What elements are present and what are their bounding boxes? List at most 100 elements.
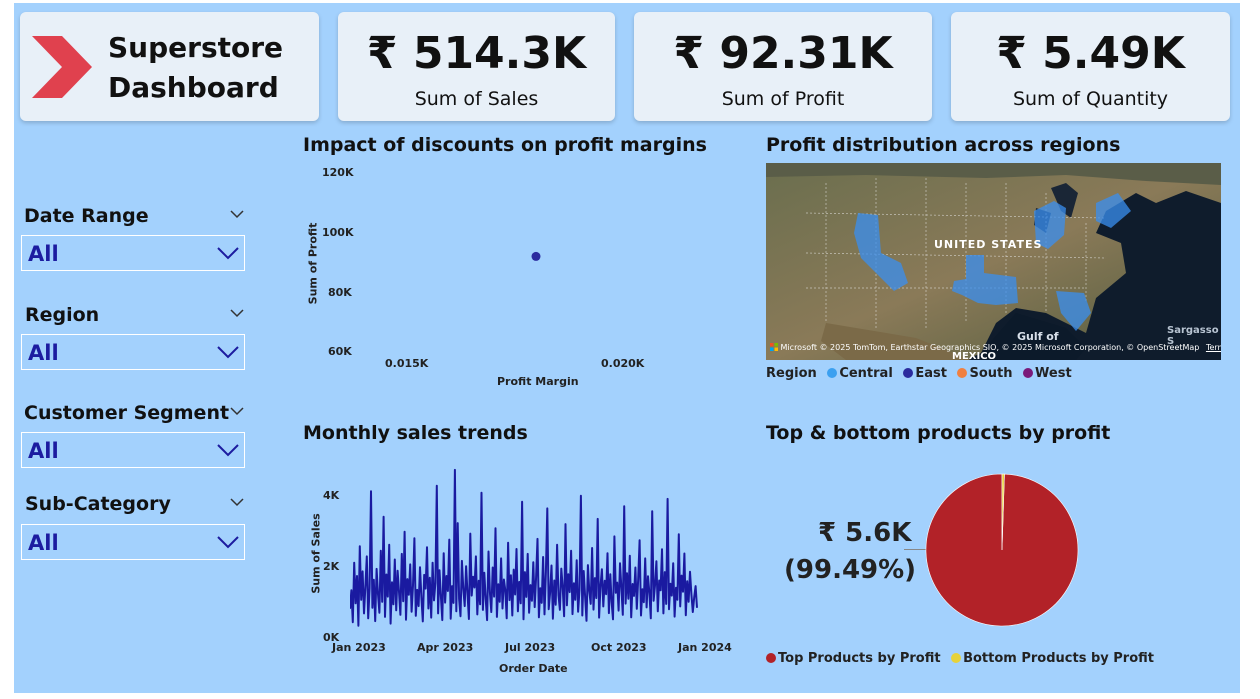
- pie-title: Top & bottom products by profit: [766, 422, 1111, 444]
- y-tick: 60K: [328, 345, 352, 358]
- y-axis-title: Sum of Sales: [309, 513, 323, 594]
- date-range-dropdown[interactable]: All: [21, 235, 245, 271]
- microsoft-logo-icon: [770, 343, 778, 351]
- x-tick: Jul 2023: [505, 641, 556, 654]
- dashboard-title: Superstore Dashboard: [108, 28, 283, 108]
- filter-label-sub-category: Sub-Category: [25, 493, 171, 515]
- kpi-card-quantity[interactable]: ₹ 5.49K Sum of Quantity: [951, 12, 1230, 121]
- kpi-value-profit: ₹ 92.31K: [673, 28, 893, 79]
- customer-segment-value: All: [28, 439, 59, 463]
- filter-label-region: Region: [25, 304, 100, 326]
- kpi-card-profit[interactable]: ₹ 92.31K Sum of Profit: [634, 12, 932, 121]
- region-central: [952, 255, 1018, 305]
- kpi-label-quantity: Sum of Quantity: [1012, 88, 1169, 110]
- region-east: [1034, 193, 1131, 249]
- customer-segment-dropdown[interactable]: All: [21, 432, 245, 468]
- pie-chart[interactable]: ₹ 5.6K (99.49%) Top Products by Profit B…: [766, 453, 1226, 678]
- line-plot-area: [350, 468, 698, 627]
- legend-dot-south: [957, 368, 968, 378]
- chevron-down-icon: [217, 536, 239, 549]
- x-tick: Jan 2024: [678, 641, 732, 654]
- map-country-label: UNITED STATES: [934, 238, 1043, 251]
- map-attribution[interactable]: © 2025 TomTom, Earthstar Geographics SIO…: [819, 343, 1200, 352]
- legend-dot-top: [766, 653, 776, 663]
- region-dropdown[interactable]: All: [21, 334, 245, 370]
- y-tick: 80K: [328, 286, 352, 299]
- scatter-title: Impact of discounts on profit margins: [303, 134, 707, 156]
- chevron-down-icon[interactable]: [229, 494, 245, 510]
- legend-east[interactable]: East: [915, 366, 947, 381]
- x-tick: Apr 2023: [417, 641, 474, 654]
- dashboard-title-line2: Dashboard: [108, 71, 279, 104]
- scatter-point[interactable]: [531, 251, 541, 261]
- kpi-card-sales[interactable]: ₹ 514.3K Sum of Sales: [338, 12, 615, 121]
- kpi-label-sales: Sum of Sales: [414, 88, 539, 110]
- date-range-value: All: [28, 242, 59, 266]
- chevron-down-icon: [217, 444, 239, 457]
- y-tick: 100K: [322, 226, 354, 239]
- map-gulf-label: Gulf of: [1017, 330, 1059, 343]
- pie-plot-area: [925, 473, 1079, 627]
- map-terms-link[interactable]: Terms: [1205, 343, 1221, 352]
- map-mexico-label: MEXICO: [952, 351, 997, 360]
- legend-dot-bottom: [951, 653, 962, 663]
- kpi-value-quantity: ₹ 5.49K: [996, 28, 1185, 79]
- chevron-down-icon: [217, 346, 239, 359]
- filter-label-date-range: Date Range: [24, 205, 149, 227]
- y-axis-title: Sum of Profit: [306, 222, 320, 305]
- filter-label-customer-segment: Customer Segment: [24, 402, 230, 424]
- kpi-value-sales: ₹ 514.3K: [366, 28, 587, 79]
- chevron-down-icon[interactable]: [229, 206, 245, 222]
- line-title: Monthly sales trends: [303, 422, 528, 444]
- legend-top-products[interactable]: Top Products by Profit: [778, 651, 941, 666]
- x-tick: 0.020K: [601, 357, 645, 370]
- map-legend-title: Region: [766, 366, 817, 381]
- legend-dot-central: [827, 368, 838, 378]
- x-tick: 0.015K: [385, 357, 429, 370]
- map-brand-label: Microsoft: [780, 343, 817, 352]
- pie-legend: Top Products by Profit Bottom Products b…: [766, 651, 1154, 666]
- x-axis-title: Order Date: [499, 662, 568, 675]
- sub-category-value: All: [28, 531, 59, 555]
- report-canvas: Superstore Dashboard ₹ 514.3K Sum of Sal…: [14, 3, 1240, 693]
- chevron-down-icon[interactable]: [229, 403, 245, 419]
- pie-data-label-value: ₹ 5.6K: [818, 518, 912, 548]
- line-chart[interactable]: 4K 2K 0K Jan 2023 Apr 2023 Jul 2023 Oct …: [294, 453, 734, 678]
- scatter-plot-area: [531, 251, 541, 261]
- chevron-right-logo-icon: [32, 36, 92, 98]
- legend-bottom-products[interactable]: Bottom Products by Profit: [963, 651, 1154, 666]
- kpi-label-profit: Sum of Profit: [721, 88, 845, 110]
- legend-dot-east: [903, 368, 914, 378]
- y-tick: 0K: [323, 631, 340, 644]
- legend-west[interactable]: West: [1035, 366, 1072, 381]
- chevron-down-icon: [217, 247, 239, 260]
- y-tick: 4K: [323, 489, 340, 502]
- region-west: [854, 213, 908, 291]
- gulf-of-mexico: [981, 313, 1086, 360]
- state-borders: [805, 178, 1107, 328]
- y-tick: 2K: [323, 560, 340, 573]
- map-attribution-bar: Microsoft © 2025 TomTom, Earthstar Geogr…: [770, 343, 1221, 352]
- legend-central[interactable]: Central: [839, 366, 893, 381]
- region-south: [1056, 291, 1091, 331]
- x-axis-title: Profit Margin: [497, 375, 579, 388]
- pie-slice-bottom-products[interactable]: [1001, 473, 1005, 551]
- scatter-chart[interactable]: 120K 100K 80K 60K 0.015K 0.020K Sum of P…: [294, 163, 724, 393]
- map-visual[interactable]: UNITED STATES Gulf of MEXICO Sargasso S …: [766, 163, 1221, 360]
- north-america-land: [766, 163, 1221, 360]
- pie-leader-line: [904, 549, 926, 550]
- sales-series-line[interactable]: [350, 468, 698, 627]
- title-card: Superstore Dashboard: [20, 12, 319, 121]
- dashboard-title-line1: Superstore: [108, 31, 284, 64]
- pie-data-label-pct: (99.49%): [784, 555, 917, 585]
- sub-category-dropdown[interactable]: All: [21, 524, 245, 560]
- legend-dot-west: [1023, 368, 1034, 378]
- region-value: All: [28, 341, 59, 365]
- satellite-map[interactable]: [766, 163, 1221, 360]
- mexico-land: [821, 323, 971, 360]
- chevron-down-icon[interactable]: [229, 305, 245, 321]
- legend-south[interactable]: South: [969, 366, 1013, 381]
- map-title: Profit distribution across regions: [766, 134, 1121, 156]
- map-sargasso-label: Sargasso S: [1167, 325, 1219, 347]
- x-tick: Oct 2023: [591, 641, 647, 654]
